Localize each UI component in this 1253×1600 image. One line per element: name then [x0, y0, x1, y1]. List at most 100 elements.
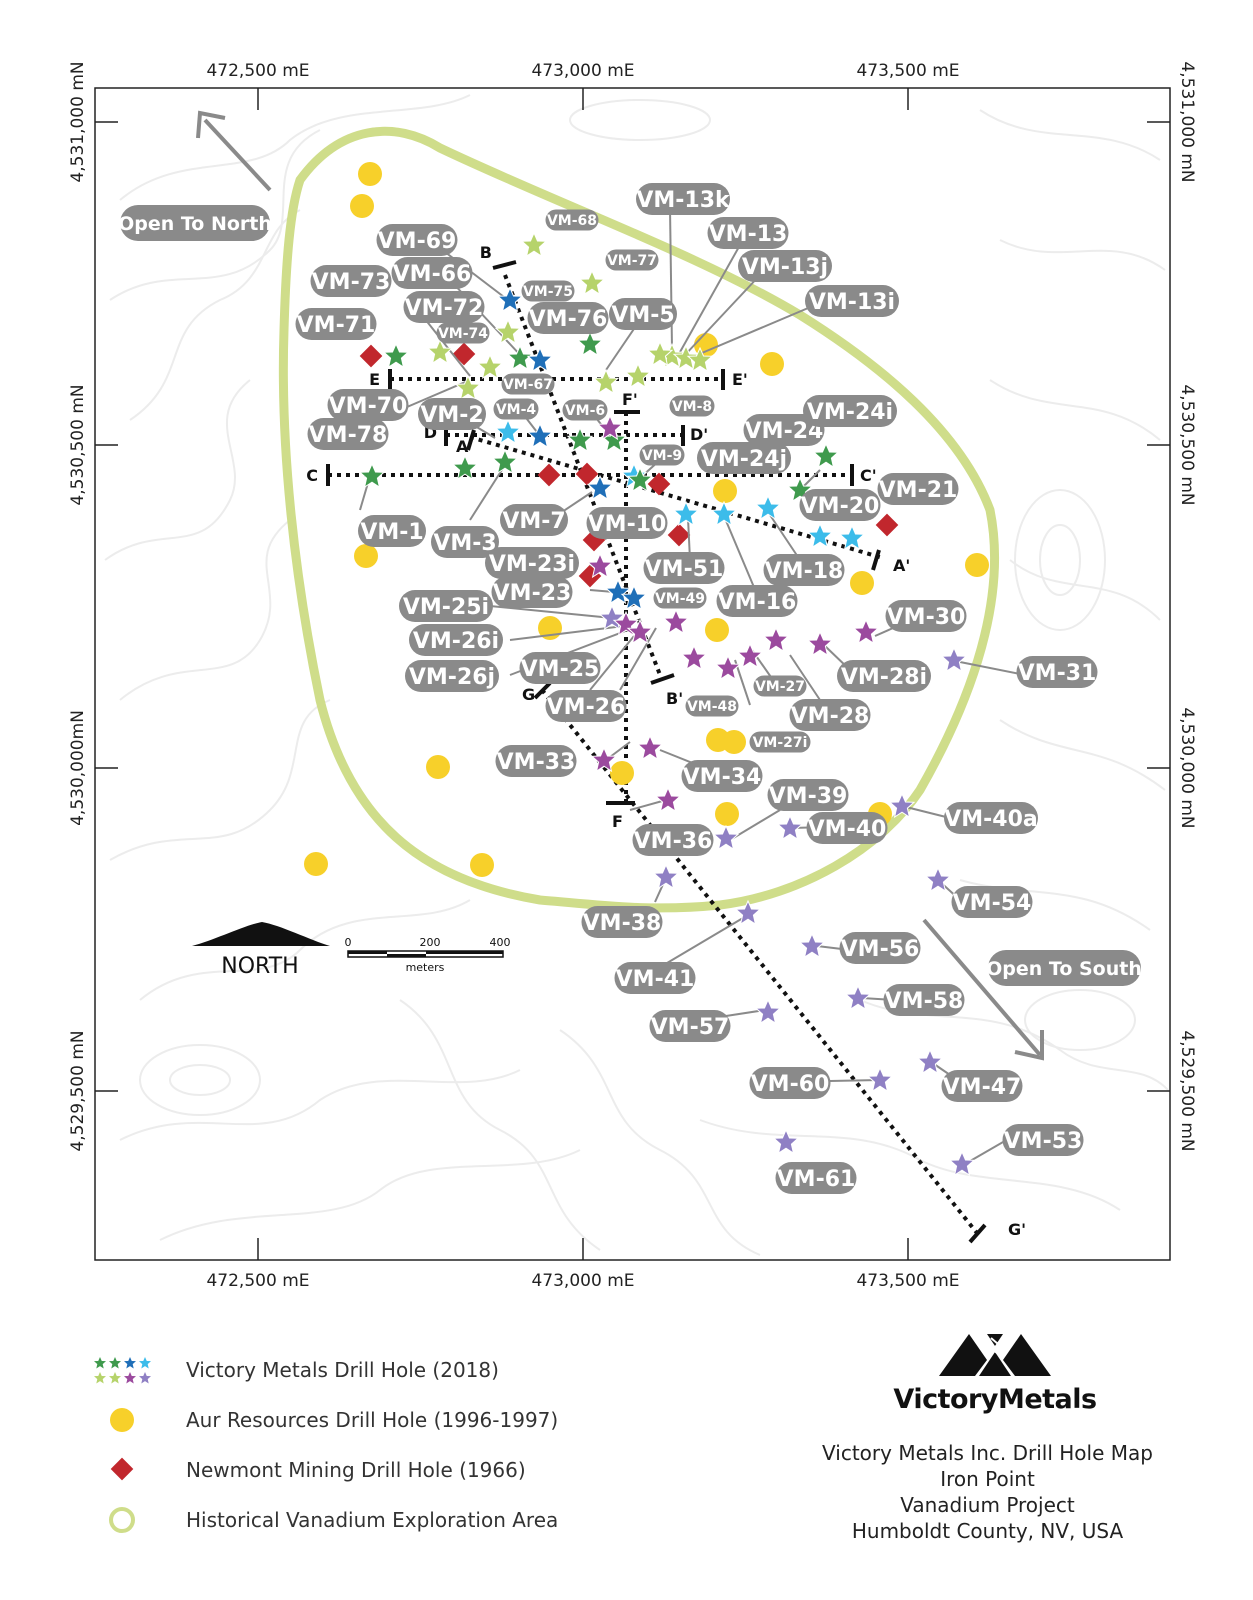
section-label-e-prime: E' — [732, 370, 748, 389]
drill-hole-label-vm-69: VM-69 — [376, 224, 458, 256]
drill-hole-label-text: VM-21 — [879, 478, 958, 503]
open-north-label: Open To North — [118, 213, 272, 235]
section-label-a: A — [456, 437, 469, 456]
drill-hole-star — [715, 655, 741, 680]
drill-hole-label-vm-36: VM-36 — [632, 824, 714, 856]
drill-hole-label-vm-48: VM-48 — [685, 695, 739, 717]
drill-hole-label-text: VM-53 — [1004, 1129, 1083, 1154]
aur-hole — [610, 761, 634, 785]
section-label-a-prime: A' — [893, 556, 910, 575]
drill-hole-label-vm-21: VM-21 — [877, 473, 959, 505]
drill-hole-label-vm-68: VM-68 — [545, 209, 599, 231]
drill-hole-label-text: VM-33 — [497, 750, 576, 775]
drill-hole-label-text: VM-56 — [841, 937, 920, 962]
drill-hole-label-bg — [581, 906, 663, 938]
top-easting-3: 473,500 mE — [856, 61, 959, 81]
drill-hole-star — [593, 369, 619, 394]
drill-hole-label-text: VM-20 — [801, 494, 880, 519]
drill-hole-label-vm-26j: VM-26j — [405, 660, 499, 692]
top-easting-1: 472,500 mE — [206, 61, 309, 81]
drill-hole-label-text: VM-77 — [607, 253, 657, 269]
drill-hole-label-vm-49: VM-49 — [653, 587, 707, 609]
drill-hole-star — [807, 631, 833, 656]
drill-hole-label-bg — [763, 554, 845, 586]
drill-hole-label-bg — [653, 587, 707, 609]
drill-hole-star — [579, 270, 605, 295]
drill-hole-label-vm-13k: VM-13k — [636, 183, 731, 215]
scale-unit: meters — [406, 961, 445, 974]
drill-hole-label-vm-9: VM-9 — [639, 444, 685, 466]
star-set-icon — [90, 1350, 186, 1390]
drill-hole-label-vm-27: VM-27 — [753, 675, 807, 697]
drill-hole-label-bg — [545, 209, 599, 231]
victory-metals-logo: VictoryMetals — [830, 1330, 1160, 1415]
drill-hole-star — [497, 287, 523, 312]
drill-hole-label-bg — [636, 183, 730, 215]
drill-hole-label-bg — [716, 585, 798, 617]
drill-hole-label-text: VM-13i — [809, 290, 895, 315]
drill-hole-star — [853, 619, 879, 644]
map-title-line-1: Victory Metals Inc. Drill Hole Map — [822, 1441, 1153, 1465]
drill-hole-star — [653, 864, 679, 889]
drill-hole-label-text: VM-73 — [312, 270, 391, 295]
drill-hole-label-text: VM-13j — [742, 255, 828, 280]
drill-hole-label-text: VM-66 — [393, 262, 472, 287]
north-label: NORTH — [221, 954, 298, 979]
drill-hole-star — [813, 443, 839, 468]
drill-hole-star — [773, 1129, 799, 1154]
drill-hole-star — [763, 627, 789, 652]
legend: Victory Metals Drill Hole (2018) Aur Res… — [90, 1345, 650, 1545]
open-south-label: Open To South — [986, 958, 1142, 980]
drill-hole-label-bg — [418, 398, 486, 430]
drill-hole-label-text: VM-72 — [405, 296, 484, 321]
drill-hole-label-vm-7: VM-7 — [500, 504, 568, 536]
drill-hole-star — [359, 463, 385, 488]
drill-hole-label-bg — [562, 399, 608, 421]
drill-hole-label-text: VM-4 — [496, 402, 537, 418]
scale-tick-0: 0 — [345, 936, 352, 949]
aur-hole — [358, 162, 382, 186]
drill-hole-label-vm-23i: VM-23i — [485, 547, 579, 579]
drill-hole-label-bg — [527, 302, 609, 334]
left-northing-1: 4,531,000 mN — [68, 61, 88, 182]
section-label-g: G — [522, 685, 535, 704]
section-label-b-prime: B' — [666, 689, 683, 708]
drill-hole-star — [867, 1067, 893, 1092]
drill-hole-label-text: VM-16 — [718, 590, 797, 615]
section-label-g-prime: G' — [1008, 1220, 1026, 1239]
section-label-d-prime: D' — [690, 425, 708, 444]
drill-hole-label-vm-73: VM-73 — [310, 265, 392, 297]
open-north-arrow — [196, 110, 272, 192]
left-northing-3: 4,530,000mN — [68, 710, 88, 826]
drill-hole-label-bg — [885, 600, 967, 632]
drill-hole-label-bg — [944, 802, 1038, 834]
drill-hole-label-bg — [307, 418, 389, 450]
drill-hole-label-bg — [521, 280, 575, 302]
newmont-hole — [452, 342, 476, 366]
drill-hole-label-text: VM-25 — [521, 657, 600, 682]
drill-hole-label-bg — [707, 217, 789, 249]
drill-hole-label-vm-16: VM-16 — [716, 585, 798, 617]
drill-hole-label-vm-74: VM-74 — [436, 322, 490, 344]
drill-hole-label-bg — [639, 444, 685, 466]
drill-hole-star — [527, 423, 553, 448]
drill-hole-label-vm-27i: VM-27i — [749, 731, 811, 753]
drill-hole-label-bg — [485, 547, 579, 579]
drill-hole-label-vm-10: VM-10 — [586, 507, 668, 539]
drill-hole-label-vm-25: VM-25 — [519, 652, 601, 684]
drill-hole-label-text: VM-36 — [634, 829, 713, 854]
map-title-line-2: Iron Point — [940, 1467, 1035, 1491]
drill-hole-label-text: VM-38 — [583, 911, 662, 936]
drill-hole-label-bg — [403, 291, 485, 323]
drill-hole-label-text: VM-57 — [651, 1015, 730, 1040]
drill-hole-label-bg — [605, 249, 659, 271]
drill-hole-star — [755, 999, 781, 1024]
open-south-badge: Open To South — [986, 950, 1142, 986]
drill-hole-label-text: VM-18 — [765, 559, 844, 584]
drill-hole-label-text: VM-70 — [329, 394, 408, 419]
drill-hole-label-vm-28i: VM-28i — [837, 660, 931, 692]
drill-hole-label-vm-13j: VM-13j — [738, 250, 832, 282]
drill-hole-label-bg — [586, 507, 668, 539]
drill-hole-label-vm-40a: VM-40a — [944, 802, 1038, 834]
aur-hole — [354, 544, 378, 568]
